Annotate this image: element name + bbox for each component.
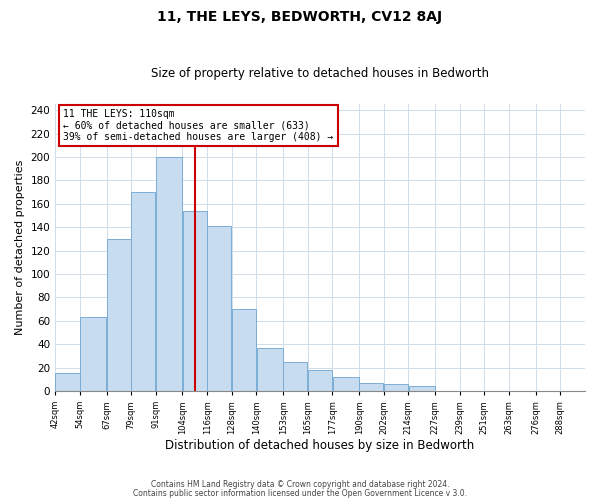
- Bar: [359, 383, 383, 391]
- X-axis label: Distribution of detached houses by size in Bedworth: Distribution of detached houses by size …: [166, 440, 475, 452]
- Bar: [384, 384, 408, 391]
- Bar: [232, 309, 256, 391]
- Bar: [257, 348, 283, 391]
- Text: Contains HM Land Registry data © Crown copyright and database right 2024.: Contains HM Land Registry data © Crown c…: [151, 480, 449, 489]
- Bar: [333, 377, 359, 391]
- Y-axis label: Number of detached properties: Number of detached properties: [15, 160, 25, 336]
- Bar: [183, 211, 207, 391]
- Text: 11, THE LEYS, BEDWORTH, CV12 8AJ: 11, THE LEYS, BEDWORTH, CV12 8AJ: [157, 10, 443, 24]
- Text: Contains public sector information licensed under the Open Government Licence v : Contains public sector information licen…: [133, 488, 467, 498]
- Bar: [208, 226, 232, 391]
- Title: Size of property relative to detached houses in Bedworth: Size of property relative to detached ho…: [151, 66, 489, 80]
- Bar: [156, 157, 182, 391]
- Bar: [55, 374, 80, 391]
- Bar: [107, 239, 131, 391]
- Bar: [308, 370, 332, 391]
- Bar: [283, 362, 307, 391]
- Bar: [80, 318, 106, 391]
- Text: 11 THE LEYS: 110sqm
← 60% of detached houses are smaller (633)
39% of semi-detac: 11 THE LEYS: 110sqm ← 60% of detached ho…: [64, 109, 334, 142]
- Bar: [409, 386, 435, 391]
- Bar: [131, 192, 155, 391]
